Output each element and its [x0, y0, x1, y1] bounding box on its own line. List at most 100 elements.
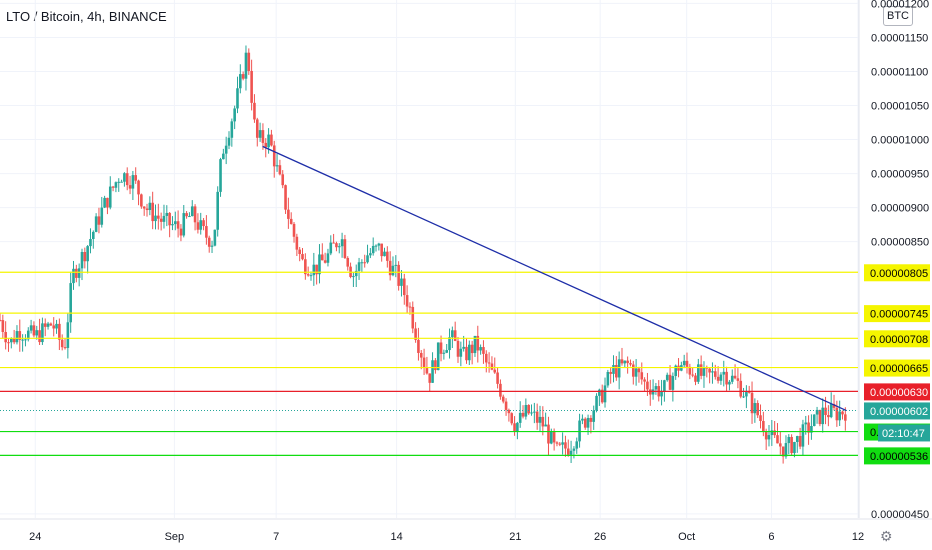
- candle-body: [128, 185, 132, 189]
- candle-body: [402, 278, 406, 296]
- candle-body: [340, 239, 344, 247]
- candle-body: [190, 206, 194, 217]
- candle-body: [253, 102, 256, 120]
- candle-body: [60, 339, 64, 348]
- candle-body: [516, 422, 519, 432]
- candle-body: [815, 409, 819, 415]
- candle-body: [196, 222, 200, 230]
- candle-body: [821, 407, 825, 425]
- level-label: 0.00000805: [870, 268, 928, 280]
- candle-body: [287, 209, 290, 219]
- candle-body: [46, 323, 50, 327]
- candle-body: [255, 119, 259, 138]
- candle-body: [134, 175, 138, 181]
- candle-body: [202, 220, 205, 227]
- candle-body: [550, 431, 553, 444]
- candle-body: [272, 145, 276, 167]
- candle-body: [168, 212, 171, 226]
- candle-body: [581, 418, 584, 421]
- price-tick-label: 0.00001150: [871, 32, 928, 44]
- current-price-label: 0.00000602: [870, 406, 928, 418]
- candle-body: [388, 260, 392, 276]
- candle-body: [583, 418, 587, 428]
- gear-icon[interactable]: ⚙: [880, 528, 893, 544]
- candle-body: [151, 202, 154, 222]
- candle-body: [397, 264, 400, 286]
- candle-body: [58, 323, 61, 340]
- candle-body: [49, 323, 53, 326]
- candle-body: [224, 145, 228, 154]
- candle-body: [131, 175, 135, 189]
- candle-body: [97, 216, 101, 225]
- candle-body: [476, 335, 480, 351]
- level-label-bg: [864, 447, 930, 465]
- current-price-label-bg: [864, 402, 930, 420]
- candle-body: [473, 335, 477, 354]
- candle-body: [346, 258, 350, 267]
- candle-body: [21, 339, 24, 341]
- candle-body: [538, 416, 542, 423]
- candle-body: [841, 411, 844, 415]
- candle-body: [643, 379, 646, 382]
- candle-body: [154, 215, 157, 222]
- candle-body: [371, 245, 375, 254]
- candle-body: [145, 208, 149, 211]
- candle-body: [213, 229, 217, 246]
- candle-body: [521, 412, 525, 417]
- candle-body: [798, 436, 802, 447]
- candle-body: [558, 443, 562, 445]
- candle-body: [312, 264, 316, 276]
- candle-body: [400, 278, 403, 286]
- candle-body: [275, 165, 279, 167]
- candle-body: [824, 407, 827, 416]
- time-tick-label: Sep: [165, 531, 185, 543]
- candle-body: [18, 331, 22, 340]
- candle-body: [702, 367, 706, 376]
- chart-title: LTO / Bitcoin, 4h, BINANCE: [6, 9, 167, 24]
- candle-body: [451, 330, 454, 338]
- candle-body: [185, 213, 188, 217]
- candle-body: [7, 342, 10, 344]
- candle-body: [24, 339, 27, 341]
- candle-body: [222, 153, 225, 160]
- candle-body: [527, 404, 530, 414]
- candle-body: [784, 443, 788, 457]
- candle-body: [615, 365, 618, 378]
- candle-body: [533, 411, 536, 413]
- candle-body: [773, 430, 776, 436]
- candle-body: [89, 238, 92, 247]
- level-label: 0.00000708: [870, 334, 928, 346]
- candle-body: [86, 246, 89, 262]
- candle-body: [790, 436, 793, 454]
- candle-body: [309, 275, 313, 277]
- candle-body: [750, 392, 754, 414]
- candle-body: [434, 360, 437, 371]
- candle-body: [315, 264, 318, 275]
- candle-body: [63, 347, 67, 349]
- time-tick-label: Oct: [678, 531, 695, 543]
- candle-body: [363, 262, 367, 264]
- price-tick-label: 0.00001000: [871, 135, 929, 147]
- candle-body: [699, 364, 703, 376]
- candle-body: [617, 359, 621, 378]
- time-tick-label: 21: [509, 531, 521, 543]
- candle-body: [595, 395, 598, 411]
- candle-body: [100, 207, 104, 225]
- candle-body: [431, 360, 434, 383]
- candle-body: [405, 295, 409, 307]
- candle-body: [205, 226, 208, 238]
- candle-body: [646, 381, 649, 390]
- currency-button[interactable]: BTC: [883, 6, 913, 26]
- candle-body: [77, 268, 81, 278]
- trendline[interactable]: [262, 145, 847, 412]
- candle-body: [716, 376, 720, 381]
- candle-body: [419, 352, 423, 358]
- candle-body: [75, 268, 78, 278]
- candle-body: [753, 403, 757, 414]
- candle-body: [759, 415, 762, 421]
- candle-body: [688, 366, 692, 375]
- candle-body: [827, 415, 830, 418]
- candle-body: [0, 319, 2, 321]
- candle-body: [436, 342, 440, 371]
